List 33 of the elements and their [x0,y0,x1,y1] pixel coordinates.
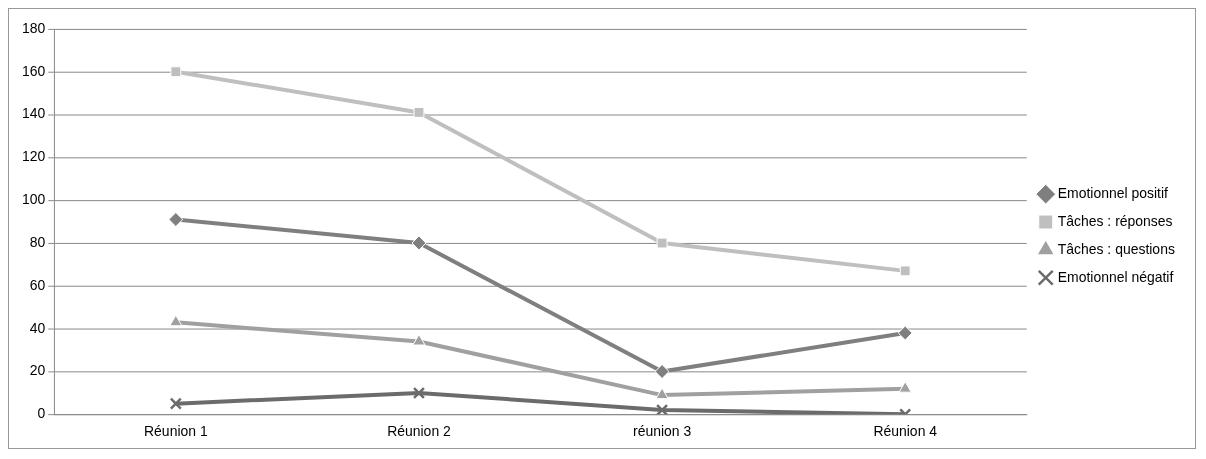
y-tick-label: 0 [37,405,46,422]
legend-label: Emotionnel négatif [1057,268,1174,285]
point [411,235,427,251]
x-tick-label: Réunion 1 [144,422,208,439]
point [170,66,182,78]
y-tick-label: 40 [29,319,46,336]
point [413,107,425,118]
point [412,334,426,346]
point [654,364,670,379]
point [897,325,913,341]
y-tick-label: 140 [22,105,46,122]
x-tick-label: Réunion 2 [387,422,452,439]
legend-label: Tâches : réponses [1057,212,1173,229]
y-tick-label: 80 [29,233,46,250]
x-tick-label: Réunion 4 [873,422,938,439]
y-tick-label: 180 [22,19,46,36]
point [655,387,669,400]
y-tick-label: 120 [22,148,46,165]
y-tick-label: 60 [29,276,46,293]
point [655,403,669,415]
y-tick-label: 100 [22,191,46,208]
point [898,381,912,393]
point [412,386,426,400]
point [899,265,911,277]
point [168,212,184,227]
y-tick-label: 20 [29,362,46,379]
x-tick-label: réunion 3 [632,422,692,439]
point [656,237,668,249]
legend-label: Tâches : questions [1057,240,1175,257]
point [169,397,183,410]
y-tick-label: 160 [22,62,46,79]
point [169,314,183,327]
legend-label: Emotionnel positif [1057,185,1169,201]
